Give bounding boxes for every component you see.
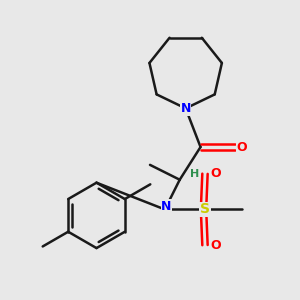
Text: O: O <box>210 238 221 252</box>
Text: H: H <box>190 169 199 179</box>
Text: S: S <box>200 202 210 216</box>
Text: O: O <box>237 140 248 154</box>
Text: N: N <box>181 102 191 115</box>
Text: N: N <box>161 200 172 213</box>
Text: O: O <box>210 167 221 180</box>
